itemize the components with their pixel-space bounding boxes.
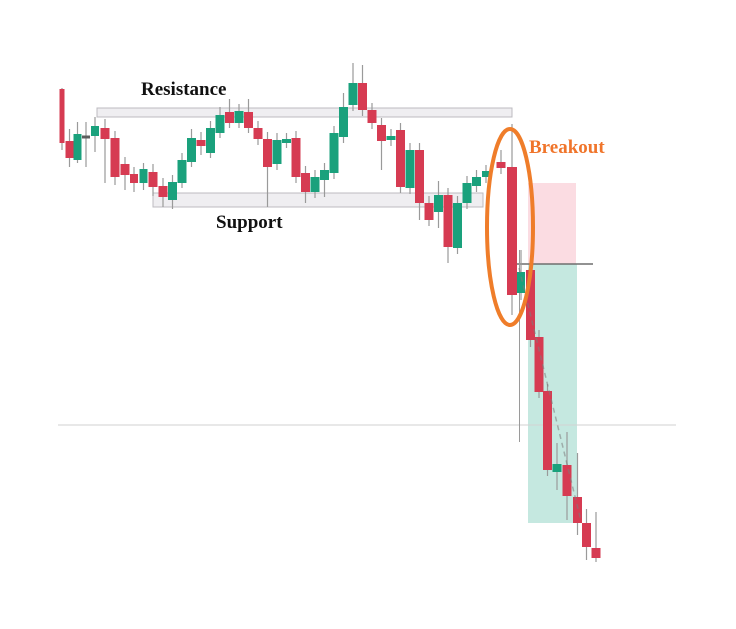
candle-body-bull (206, 128, 215, 153)
support-zone (152, 192, 484, 208)
candle-body-bear (415, 150, 424, 203)
breakout-ellipse (485, 127, 535, 327)
candle-body-bull (187, 138, 196, 162)
candle-body-bear (507, 167, 517, 295)
candle-body-bull (517, 272, 525, 293)
candle-body-bear (301, 173, 310, 192)
candle-body-bull (339, 107, 348, 137)
candle-body-bull (73, 134, 82, 160)
candle-body-bear (358, 83, 367, 110)
candle-body-bear (496, 162, 506, 168)
candle-body-bear (65, 141, 74, 158)
candle-body-bear (100, 128, 110, 139)
candle-body-bear (543, 391, 552, 470)
candle-body-bull (310, 177, 320, 192)
candle-body-bull (168, 182, 177, 200)
candle-body-bear (253, 128, 263, 139)
candle-body-bull (91, 126, 99, 136)
support-label: Support (216, 212, 283, 233)
candle-body-bull (405, 150, 415, 188)
candle-body-bull (434, 195, 443, 212)
candle-body-bear (263, 139, 272, 167)
trend-dashed-line (518, 267, 582, 522)
candle-body-bull (348, 83, 358, 105)
candle-body-bull (215, 115, 225, 133)
candle-body-bull (453, 203, 462, 248)
candle-body-bear (196, 140, 206, 146)
candle-body-bear (526, 270, 535, 340)
candle-body-bear (377, 125, 386, 141)
candle-body-bull (234, 111, 244, 123)
candle-body-bull (462, 183, 472, 203)
breakout-label: Breakout (529, 137, 605, 158)
candle-body-doji (82, 135, 90, 139)
candle-body-bull (177, 160, 187, 183)
candle-body-bear (367, 110, 377, 123)
candle-body-bear (562, 465, 572, 496)
candle-body-bear (244, 112, 253, 128)
candle-body-bull (320, 170, 329, 180)
candle-body-bear (396, 130, 405, 187)
candle-body-bull (552, 464, 562, 472)
candle-body-bull (386, 136, 396, 140)
candle-body-bear (573, 497, 582, 523)
candle-body-bear (148, 172, 158, 187)
candle-body-bear (291, 138, 301, 177)
candle-body-bear (582, 523, 591, 547)
candle-body-bull (139, 169, 148, 183)
candle-body-bear (591, 548, 601, 558)
candle-body-bear (534, 337, 544, 392)
candle-body-bull (272, 140, 282, 164)
resistance-label: Resistance (141, 79, 227, 100)
candle-body-bear (225, 112, 234, 123)
candle-body-bull (472, 177, 481, 186)
candle-body-bull (329, 133, 339, 173)
candle-body-bull (482, 171, 490, 177)
candle-body-bull (282, 139, 291, 143)
candle-body-bear (443, 195, 453, 247)
candle-body-bear (158, 186, 168, 197)
candle-body-bear (59, 89, 65, 143)
candle-body-bear (120, 164, 130, 175)
candle-body-bear (424, 203, 434, 220)
candle-body-bear (130, 174, 138, 183)
candle-body-bear (110, 138, 120, 177)
stop-loss-zone (528, 183, 576, 264)
resistance-zone (96, 107, 513, 118)
